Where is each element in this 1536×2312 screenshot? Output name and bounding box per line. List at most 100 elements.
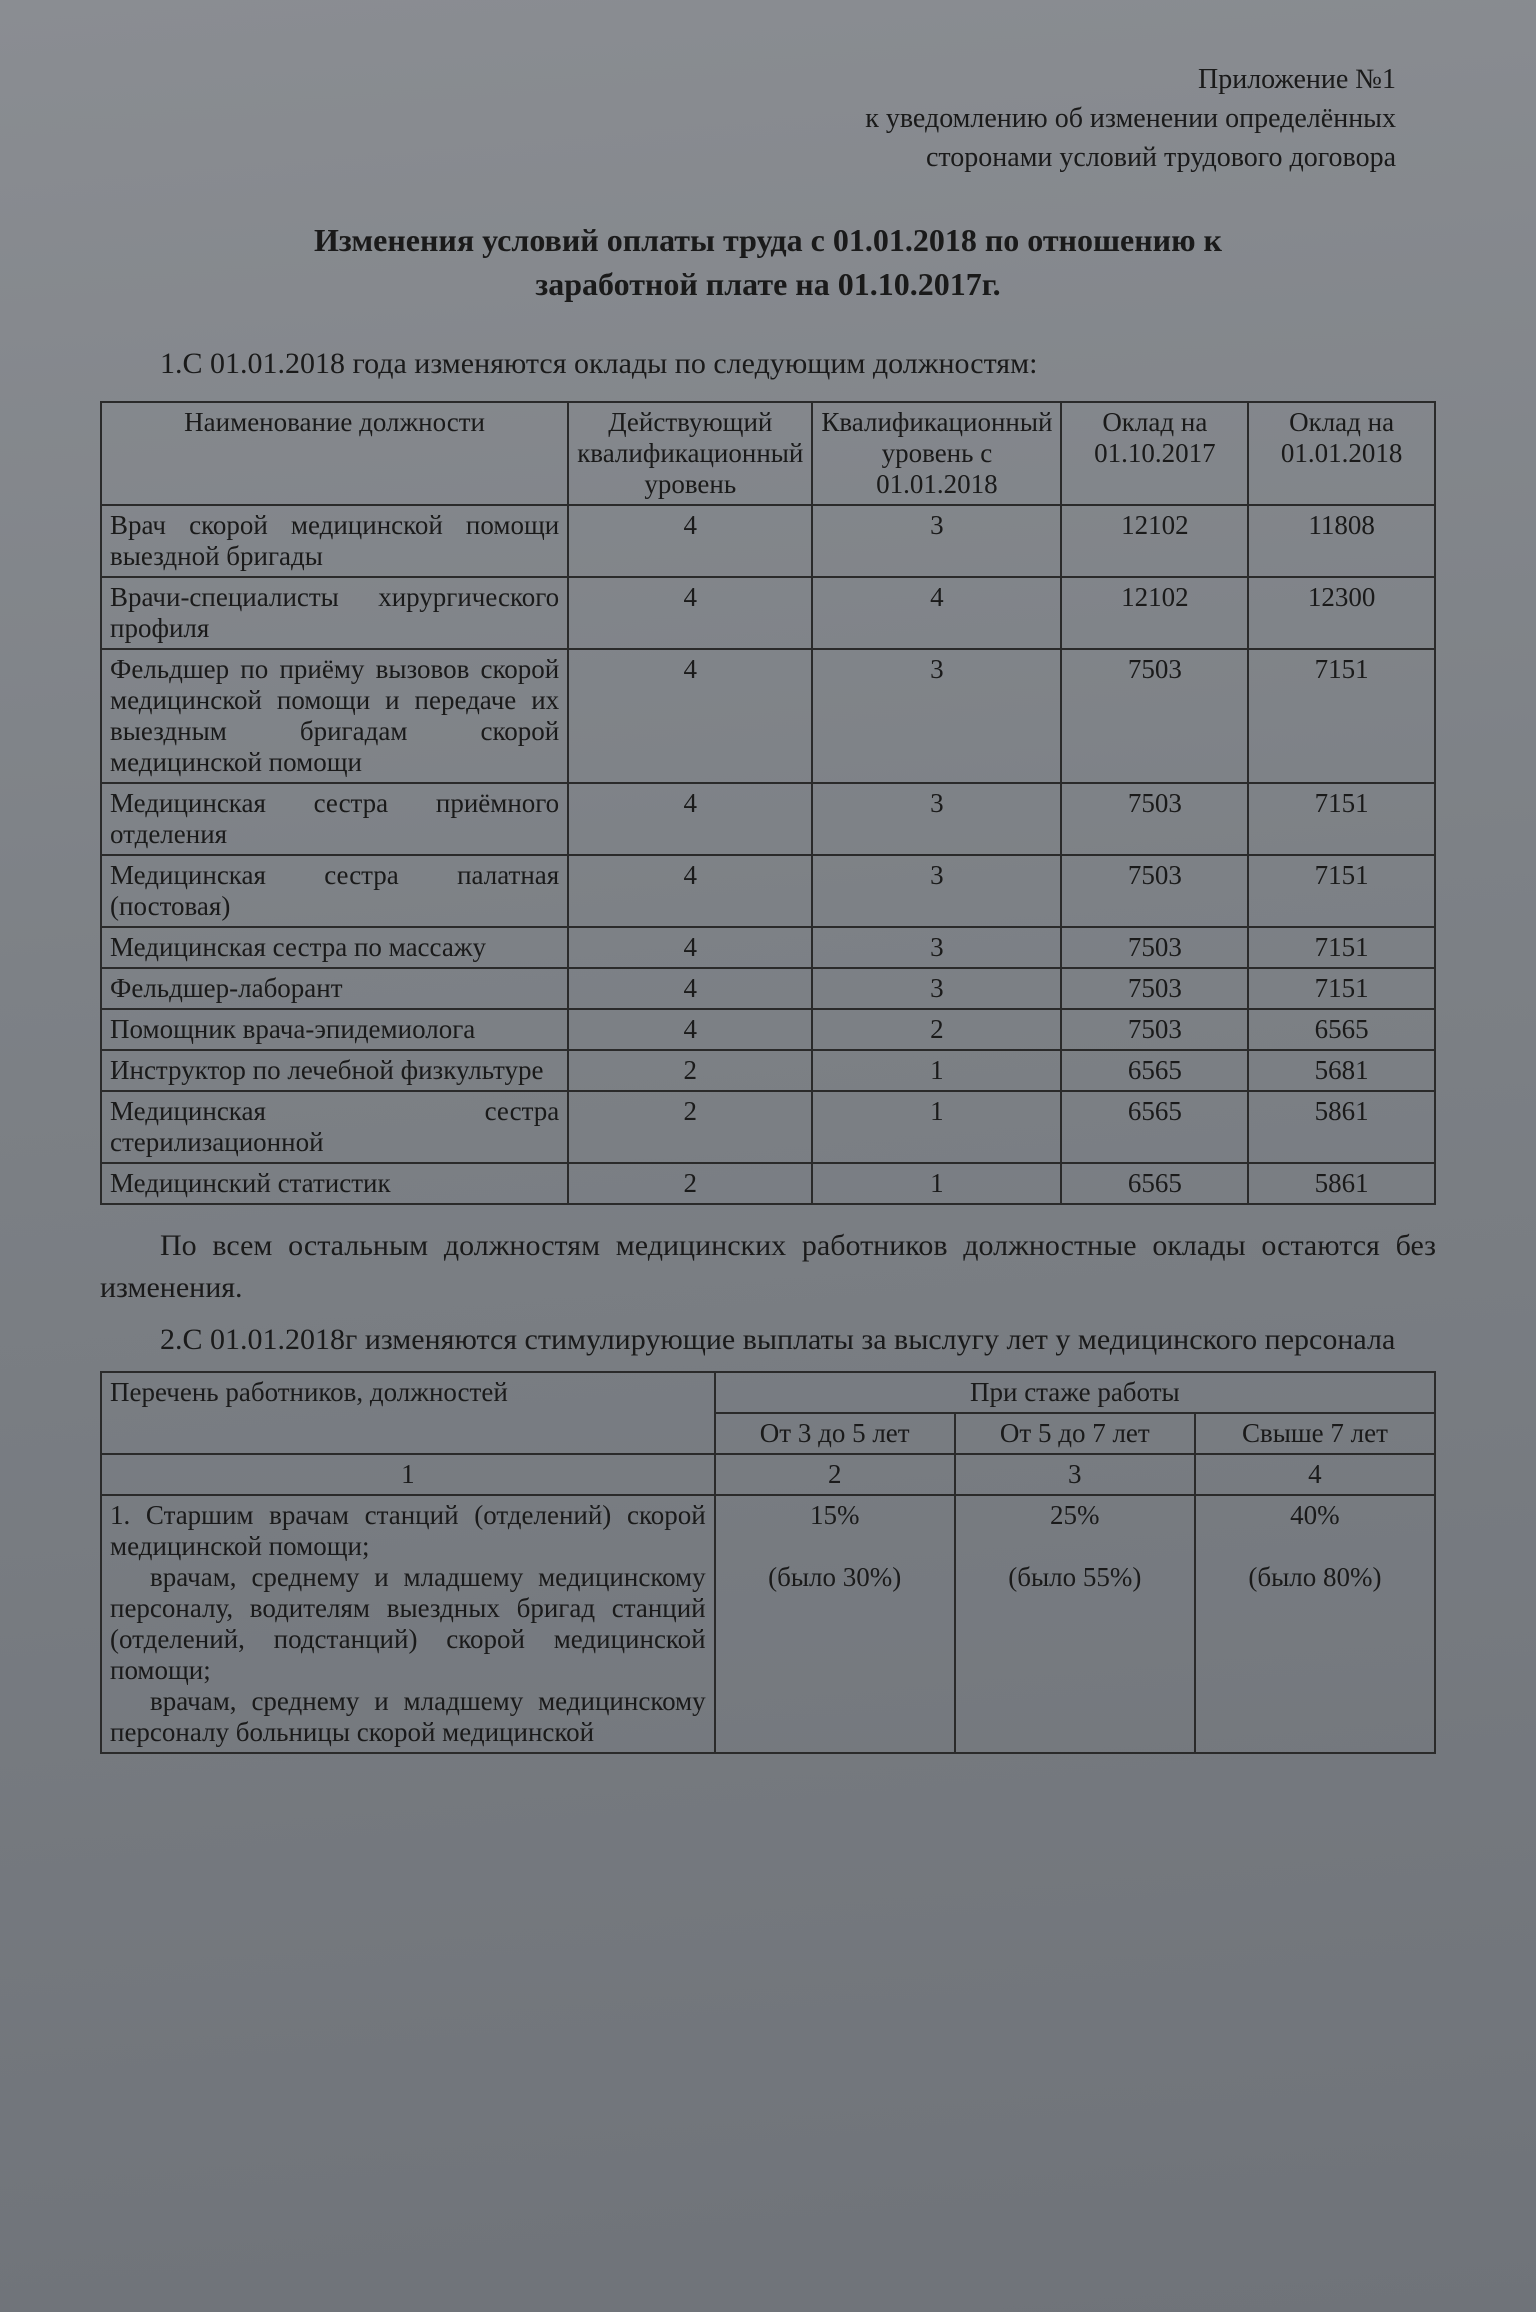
- note-paragraph: По всем остальным должностям медицинских…: [100, 1225, 1436, 1309]
- value-cell: 7503: [1061, 1009, 1248, 1050]
- value-cell: 12102: [1061, 577, 1248, 649]
- value-cell: 1: [812, 1091, 1061, 1163]
- table-row: Медицинская сестра по массажу4375037151: [101, 927, 1435, 968]
- col-num-1: 1: [101, 1454, 715, 1495]
- header-line: к уведомлению об изменении определённых: [100, 99, 1396, 138]
- th-old-salary: Оклад на 01.10.2017: [1061, 402, 1248, 505]
- value-cell: 4: [812, 577, 1061, 649]
- section-2-intro: 2.С 01.01.2018г изменяются стимулирующие…: [100, 1319, 1436, 1361]
- value-cell: 3: [812, 649, 1061, 783]
- value-cell: 3: [812, 968, 1061, 1009]
- position-name-cell: Врачи-специалисты хирургического профиля: [101, 577, 568, 649]
- value-cell: 12102: [1061, 505, 1248, 577]
- table-row: Врач скорой медицинской помощи выездной …: [101, 505, 1435, 577]
- value-cell: 7503: [1061, 783, 1248, 855]
- table-head: Перечень работников, должностей При стаж…: [101, 1372, 1435, 1495]
- value-cell: 6565: [1061, 1091, 1248, 1163]
- th-position-name: Наименование должности: [101, 402, 568, 505]
- document-title: Изменения условий оплаты труда с 01.01.2…: [100, 218, 1436, 308]
- value-cell: 1: [812, 1163, 1061, 1204]
- value-cell: 4: [568, 968, 812, 1009]
- col-num-3: 3: [955, 1454, 1195, 1495]
- pct-note: (было 55%): [964, 1562, 1186, 1593]
- desc-line: врачам, среднему и младшему медицинскому…: [110, 1686, 706, 1748]
- table-header-row: Наименование должности Действующий квали…: [101, 402, 1435, 505]
- th-stage-7plus: Свыше 7 лет: [1195, 1413, 1435, 1454]
- value-cell: 7151: [1248, 783, 1435, 855]
- pct-cell: 25% (было 55%): [955, 1495, 1195, 1753]
- col-num-4: 4: [1195, 1454, 1435, 1495]
- position-name-cell: Врач скорой медицинской помощи выездной …: [101, 505, 568, 577]
- table-row: Медицинская сестра стерилизационной21656…: [101, 1091, 1435, 1163]
- value-cell: 11808: [1248, 505, 1435, 577]
- value-cell: 3: [812, 783, 1061, 855]
- header-line: сторонами условий трудового договора: [100, 138, 1396, 177]
- table-number-row: 1 2 3 4: [101, 1454, 1435, 1495]
- value-cell: 5861: [1248, 1091, 1435, 1163]
- table-row: Медицинский статистик2165655861: [101, 1163, 1435, 1204]
- value-cell: 4: [568, 783, 812, 855]
- value-cell: 3: [812, 505, 1061, 577]
- value-cell: 2: [568, 1050, 812, 1091]
- workers-description: 1. Старшим врачам станций (отделений) ск…: [101, 1495, 715, 1753]
- value-cell: 4: [568, 927, 812, 968]
- value-cell: 4: [568, 855, 812, 927]
- pct-value: 25%: [964, 1500, 1186, 1531]
- title-line: Изменения условий оплаты труда с 01.01.2…: [160, 218, 1376, 263]
- value-cell: 4: [568, 1009, 812, 1050]
- value-cell: 3: [812, 927, 1061, 968]
- pct-cell: 40% (было 80%): [1195, 1495, 1435, 1753]
- value-cell: 4: [568, 577, 812, 649]
- table-row: 1. Старшим врачам станций (отделений) ск…: [101, 1495, 1435, 1753]
- value-cell: 2: [568, 1091, 812, 1163]
- value-cell: 6565: [1248, 1009, 1435, 1050]
- th-stage-5-7: От 5 до 7 лет: [955, 1413, 1195, 1454]
- pct-value: 40%: [1204, 1500, 1426, 1531]
- position-name-cell: Помощник врача-эпидемиолога: [101, 1009, 568, 1050]
- value-cell: 2: [812, 1009, 1061, 1050]
- pct-note: (было 30%): [724, 1562, 946, 1593]
- value-cell: 7503: [1061, 927, 1248, 968]
- desc-line: 1. Старшим врачам станций (отделений) ск…: [110, 1500, 706, 1561]
- value-cell: 4: [568, 505, 812, 577]
- value-cell: 4: [568, 649, 812, 783]
- attachment-header: Приложение №1 к уведомлению об изменении…: [100, 60, 1436, 178]
- position-name-cell: Медицинский статистик: [101, 1163, 568, 1204]
- position-name-cell: Медицинская сестра приёмного отделения: [101, 783, 568, 855]
- position-name-cell: Фельдшер-лаборант: [101, 968, 568, 1009]
- value-cell: 6565: [1061, 1050, 1248, 1091]
- table-row: Фельдшер-лаборант4375037151: [101, 968, 1435, 1009]
- header-line: Приложение №1: [100, 60, 1396, 99]
- position-name-cell: Медицинская сестра по массажу: [101, 927, 568, 968]
- table-row: Фельдшер по приёму вызовов скорой медици…: [101, 649, 1435, 783]
- value-cell: 5861: [1248, 1163, 1435, 1204]
- value-cell: 7503: [1061, 649, 1248, 783]
- value-cell: 6565: [1061, 1163, 1248, 1204]
- table-body: Врач скорой медицинской помощи выездной …: [101, 505, 1435, 1204]
- position-name-cell: Медицинская сестра палатная (постовая): [101, 855, 568, 927]
- section-1-intro: 1.С 01.01.2018 года изменяются оклады по…: [100, 347, 1436, 381]
- salary-changes-table: Наименование должности Действующий квали…: [100, 401, 1436, 1205]
- th-seniority-group: При стаже работы: [715, 1372, 1435, 1413]
- table-row: Инструктор по лечебной физкультуре216565…: [101, 1050, 1435, 1091]
- value-cell: 1: [812, 1050, 1061, 1091]
- value-cell: 7151: [1248, 927, 1435, 968]
- desc-line: врачам, среднему и младшему медицинскому…: [110, 1562, 706, 1686]
- value-cell: 7503: [1061, 855, 1248, 927]
- value-cell: 7151: [1248, 968, 1435, 1009]
- table-row: Помощник врача-эпидемиолога4275036565: [101, 1009, 1435, 1050]
- position-name-cell: Фельдшер по приёму вызовов скорой медици…: [101, 649, 568, 783]
- position-name-cell: Медицинская сестра стерилизационной: [101, 1091, 568, 1163]
- th-new-salary: Оклад на 01.01.2018: [1248, 402, 1435, 505]
- table-row: Медицинская сестра приёмного отделения43…: [101, 783, 1435, 855]
- table-body: 1. Старшим врачам станций (отделений) ск…: [101, 1495, 1435, 1753]
- pct-value: 15%: [724, 1500, 946, 1531]
- value-cell: 7151: [1248, 855, 1435, 927]
- value-cell: 12300: [1248, 577, 1435, 649]
- th-new-level: Квалификационный уровень с 01.01.2018: [812, 402, 1061, 505]
- th-stage-3-5: От 3 до 5 лет: [715, 1413, 955, 1454]
- table-row: Врачи-специалисты хирургического профиля…: [101, 577, 1435, 649]
- col-num-2: 2: [715, 1454, 955, 1495]
- value-cell: 7503: [1061, 968, 1248, 1009]
- title-line: заработной плате на 01.10.2017г.: [160, 262, 1376, 307]
